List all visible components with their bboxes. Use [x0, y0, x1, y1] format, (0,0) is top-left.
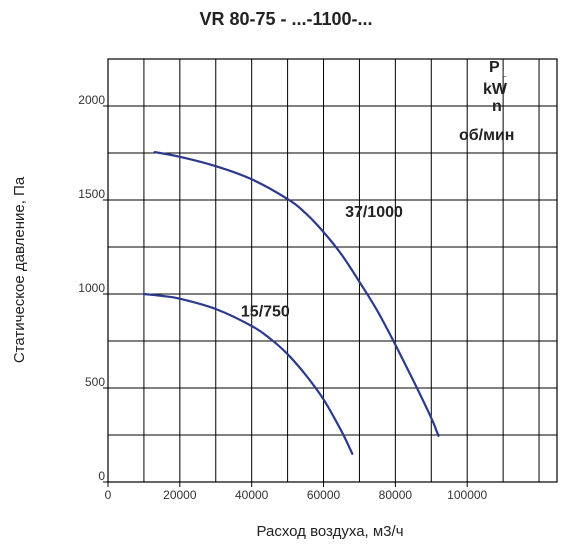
y-tick-label: 1500: [78, 187, 105, 201]
y-tick-label: 2000: [78, 93, 105, 107]
y-tick-label: 500: [85, 375, 105, 389]
x-tick-label: 60000: [307, 488, 341, 502]
grid: [108, 59, 557, 482]
series-line-37-1000: [153, 151, 440, 437]
y-tick-labels: 0 500 1000 1500 2000: [78, 93, 108, 483]
y-tick-label: 1000: [78, 281, 105, 295]
x-tick-label: 0: [105, 488, 112, 502]
chart-title: VR 80-75 - ...-1100-...: [199, 9, 372, 29]
series-labels: 37/1000 15/750: [241, 204, 403, 321]
x-axis-label: Расход воздуха, м3/ч: [256, 523, 403, 540]
unit-rpm-label: об/мин: [459, 127, 514, 144]
x-tick-label: 40000: [235, 488, 269, 502]
unit-n-label: n: [492, 98, 502, 115]
unit-p-subscript: L: [502, 70, 507, 79]
series-label: 15/750: [241, 304, 290, 321]
series-lines: [142, 151, 440, 455]
series-line-15-750: [142, 292, 354, 455]
y-axis-label: Статическое давление, Па: [11, 176, 28, 363]
unit-p-label: P: [489, 59, 500, 76]
unit-kw-label: kW: [483, 81, 508, 98]
unit-header: P L kW n об/мин: [459, 59, 514, 144]
x-tick-label: 20000: [163, 488, 197, 502]
x-tick-labels: 0 20000 40000 60000 80000 100000: [105, 482, 488, 502]
plot-frame: [107, 58, 558, 483]
x-tick-label: 100000: [447, 488, 487, 502]
series-label: 37/1000: [345, 204, 403, 221]
x-tick-label: 80000: [379, 488, 413, 502]
y-tick-label: 0: [98, 469, 105, 483]
